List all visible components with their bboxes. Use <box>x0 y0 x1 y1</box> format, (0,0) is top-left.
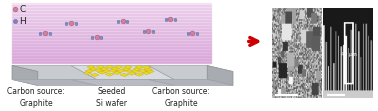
Bar <box>12 6 211 8</box>
Bar <box>12 20 211 21</box>
Bar <box>12 44 211 45</box>
Polygon shape <box>113 71 121 75</box>
Bar <box>12 3 211 5</box>
Bar <box>12 17 211 18</box>
Bar <box>12 38 211 39</box>
Bar <box>12 27 211 29</box>
Polygon shape <box>12 79 97 85</box>
Polygon shape <box>207 65 233 85</box>
Bar <box>12 41 211 42</box>
Polygon shape <box>111 67 119 70</box>
Bar <box>12 53 211 54</box>
Bar <box>12 24 211 26</box>
Bar <box>12 60 211 62</box>
Bar <box>12 23 211 24</box>
Polygon shape <box>71 79 174 85</box>
Bar <box>12 48 211 50</box>
Bar <box>12 50 211 51</box>
Polygon shape <box>100 67 108 71</box>
Polygon shape <box>116 69 125 73</box>
Polygon shape <box>127 72 136 75</box>
Polygon shape <box>144 68 153 71</box>
Polygon shape <box>102 69 110 73</box>
Polygon shape <box>109 69 118 72</box>
Polygon shape <box>148 79 233 85</box>
Polygon shape <box>94 69 103 72</box>
Polygon shape <box>87 65 96 69</box>
Polygon shape <box>122 67 130 71</box>
Polygon shape <box>83 71 92 75</box>
Polygon shape <box>91 73 99 77</box>
Bar <box>12 8 211 9</box>
Bar <box>12 33 211 35</box>
Text: C: C <box>19 5 26 14</box>
Bar <box>12 12 211 14</box>
Bar <box>12 26 211 27</box>
Polygon shape <box>115 65 123 69</box>
Polygon shape <box>105 65 114 69</box>
Polygon shape <box>71 65 174 79</box>
Polygon shape <box>138 69 147 73</box>
Polygon shape <box>135 65 143 69</box>
Bar <box>12 11 211 12</box>
Polygon shape <box>85 69 94 73</box>
Bar <box>12 9 211 11</box>
Text: Carbon source:
Graphite: Carbon source: Graphite <box>152 87 211 108</box>
Polygon shape <box>124 65 132 69</box>
Text: Carbon source:
Graphite: Carbon source: Graphite <box>7 87 65 108</box>
Polygon shape <box>148 65 233 79</box>
Bar <box>12 18 211 20</box>
Text: H: H <box>19 17 26 26</box>
Polygon shape <box>89 67 98 71</box>
Bar <box>12 32 211 33</box>
Polygon shape <box>146 70 155 73</box>
Bar <box>12 29 211 30</box>
Bar <box>12 15 211 17</box>
Polygon shape <box>135 73 143 76</box>
Bar <box>12 57 211 59</box>
Text: Seeded
Si wafer: Seeded Si wafer <box>96 87 127 108</box>
Polygon shape <box>120 73 129 77</box>
Polygon shape <box>12 65 97 79</box>
Polygon shape <box>124 69 132 72</box>
Bar <box>12 36 211 38</box>
Polygon shape <box>133 67 141 71</box>
Polygon shape <box>142 71 151 75</box>
Bar <box>12 47 211 48</box>
Bar <box>12 45 211 47</box>
Bar <box>12 62 211 63</box>
Polygon shape <box>12 65 38 85</box>
Bar <box>12 39 211 41</box>
Bar <box>12 14 211 15</box>
Polygon shape <box>105 73 114 76</box>
Polygon shape <box>142 66 151 69</box>
Polygon shape <box>131 69 140 73</box>
Bar <box>12 56 211 57</box>
Bar <box>12 42 211 44</box>
Polygon shape <box>98 71 107 74</box>
Bar <box>12 5 211 6</box>
Bar <box>12 51 211 53</box>
Bar <box>12 21 211 23</box>
Bar <box>12 30 211 32</box>
Bar <box>12 59 211 60</box>
Bar <box>12 35 211 36</box>
Polygon shape <box>96 65 105 69</box>
Bar <box>12 54 211 56</box>
